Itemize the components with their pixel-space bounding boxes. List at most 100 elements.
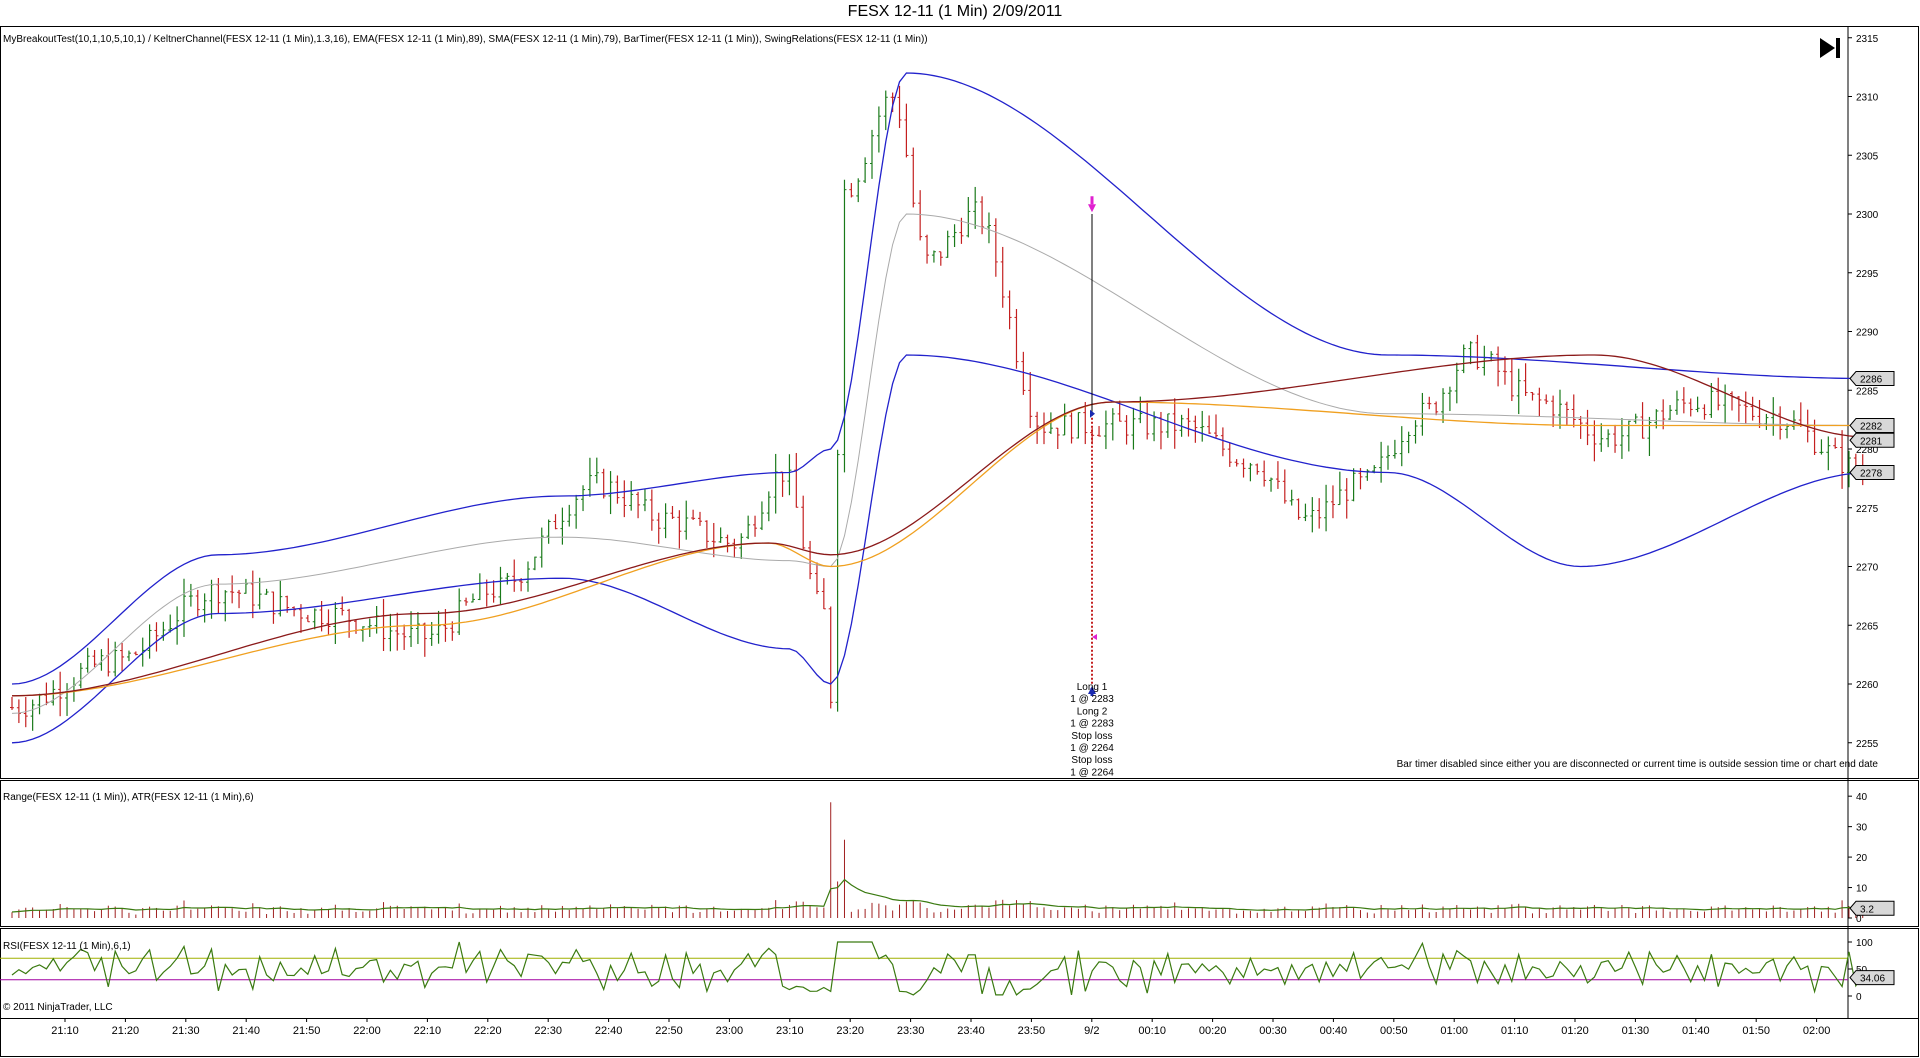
price-bar <box>1234 459 1239 467</box>
price-bar <box>1778 406 1783 440</box>
x-tick-label: 21:10 <box>51 1025 79 1037</box>
price-bar <box>959 217 964 244</box>
price-bar <box>147 624 152 659</box>
trade-label: Stop loss <box>1071 755 1112 766</box>
price-bar <box>1674 390 1679 415</box>
price-bar <box>120 643 125 672</box>
price-bar <box>154 622 159 652</box>
price-bar <box>1709 383 1714 418</box>
price-bar <box>1131 407 1136 450</box>
price-bar <box>794 452 799 508</box>
price-bar <box>402 624 407 650</box>
price-bar <box>1441 388 1446 423</box>
price-bar <box>1736 396 1741 422</box>
price-bar <box>230 575 235 604</box>
price-bar <box>594 457 599 484</box>
price-bar <box>691 509 696 520</box>
price-bar <box>1227 442 1232 467</box>
price-bar <box>1413 420 1418 444</box>
rsi-panel-label: RSI(FESX 12-11 (1 Min),6,1) <box>3 941 131 952</box>
price-bar <box>92 649 97 668</box>
rsi-tick-label: 0 <box>1856 992 1862 1003</box>
price-bar <box>464 597 469 606</box>
price-bar <box>1296 498 1301 520</box>
x-tick-label: 01:20 <box>1561 1025 1589 1037</box>
range-tick-label: 10 <box>1856 884 1868 895</box>
price-bar <box>85 647 90 673</box>
price-bar <box>704 520 709 548</box>
price-bar <box>849 183 854 198</box>
sma-line <box>11 401 1863 697</box>
price-bar <box>491 580 496 603</box>
price-bar <box>945 230 950 258</box>
price-bar <box>1723 384 1728 424</box>
price-bar <box>10 696 14 710</box>
price-tick-label: 2290 <box>1856 328 1879 339</box>
price-bar <box>78 662 83 689</box>
x-axis-frame <box>0 1018 1919 1057</box>
x-tick-label: 21:20 <box>112 1025 140 1037</box>
price-bar <box>443 609 448 642</box>
price-bar <box>1702 404 1707 420</box>
x-tick-label: 22:20 <box>474 1025 502 1037</box>
price-bar <box>409 611 414 647</box>
price-bar <box>99 649 104 671</box>
price-bar <box>1592 420 1597 462</box>
x-tick-label: 22:50 <box>655 1025 683 1037</box>
price-bar <box>498 566 503 605</box>
price-bar <box>608 471 613 515</box>
price-tick-label: 2305 <box>1856 151 1879 162</box>
price-bar <box>1324 484 1329 532</box>
price-bar <box>1165 413 1170 438</box>
price-bar <box>1523 363 1528 397</box>
price-bar <box>870 129 874 179</box>
price-tick-label: 2280 <box>1856 445 1879 456</box>
price-bar <box>1103 410 1108 450</box>
price-bar <box>257 577 262 610</box>
price-bar <box>642 488 647 512</box>
price-bar <box>1186 408 1191 437</box>
skip-to-end-icon[interactable] <box>1818 37 1842 59</box>
x-tick-label: 23:00 <box>716 1025 744 1037</box>
price-bar <box>986 212 991 244</box>
panel-frame <box>0 26 1919 779</box>
x-tick-label: 9/2 <box>1084 1025 1099 1037</box>
rsi-tick-label: 100 <box>1856 938 1873 949</box>
price-bar <box>65 683 70 716</box>
price-tick-label: 2255 <box>1856 739 1879 750</box>
price-bar <box>1379 441 1384 483</box>
price-bar <box>656 512 661 544</box>
price-bar <box>1750 396 1755 421</box>
stop-marker <box>1092 634 1097 640</box>
price-bar <box>1014 309 1019 369</box>
price-bar <box>1124 415 1129 445</box>
price-bar <box>237 589 242 609</box>
price-bar <box>1337 471 1342 506</box>
price-bar <box>966 197 971 238</box>
price-bar <box>305 614 310 623</box>
price-bar <box>1833 437 1838 449</box>
price-bar <box>629 481 634 511</box>
x-tick-label: 00:50 <box>1380 1025 1408 1037</box>
price-bar <box>925 234 930 264</box>
price-bar <box>512 559 517 592</box>
price-bar <box>1791 410 1796 430</box>
price-bar <box>828 606 833 709</box>
price-bar <box>1138 396 1143 424</box>
price-bar <box>271 591 276 624</box>
price-bar <box>340 596 345 616</box>
price-bar <box>1461 344 1466 374</box>
price-bar <box>1035 411 1040 444</box>
price-bar <box>1716 377 1721 411</box>
price-bar <box>1606 429 1611 448</box>
price-bar <box>347 608 352 638</box>
price-bar <box>1351 468 1356 502</box>
trade-label: Long 2 <box>1077 706 1108 717</box>
price-bar <box>1255 463 1260 475</box>
x-tick-label: 00:20 <box>1199 1025 1227 1037</box>
svg-text:3.2: 3.2 <box>1860 904 1874 915</box>
range-tick-label: 40 <box>1856 792 1868 803</box>
price-bar <box>1840 430 1845 489</box>
price-bar <box>1241 458 1246 478</box>
